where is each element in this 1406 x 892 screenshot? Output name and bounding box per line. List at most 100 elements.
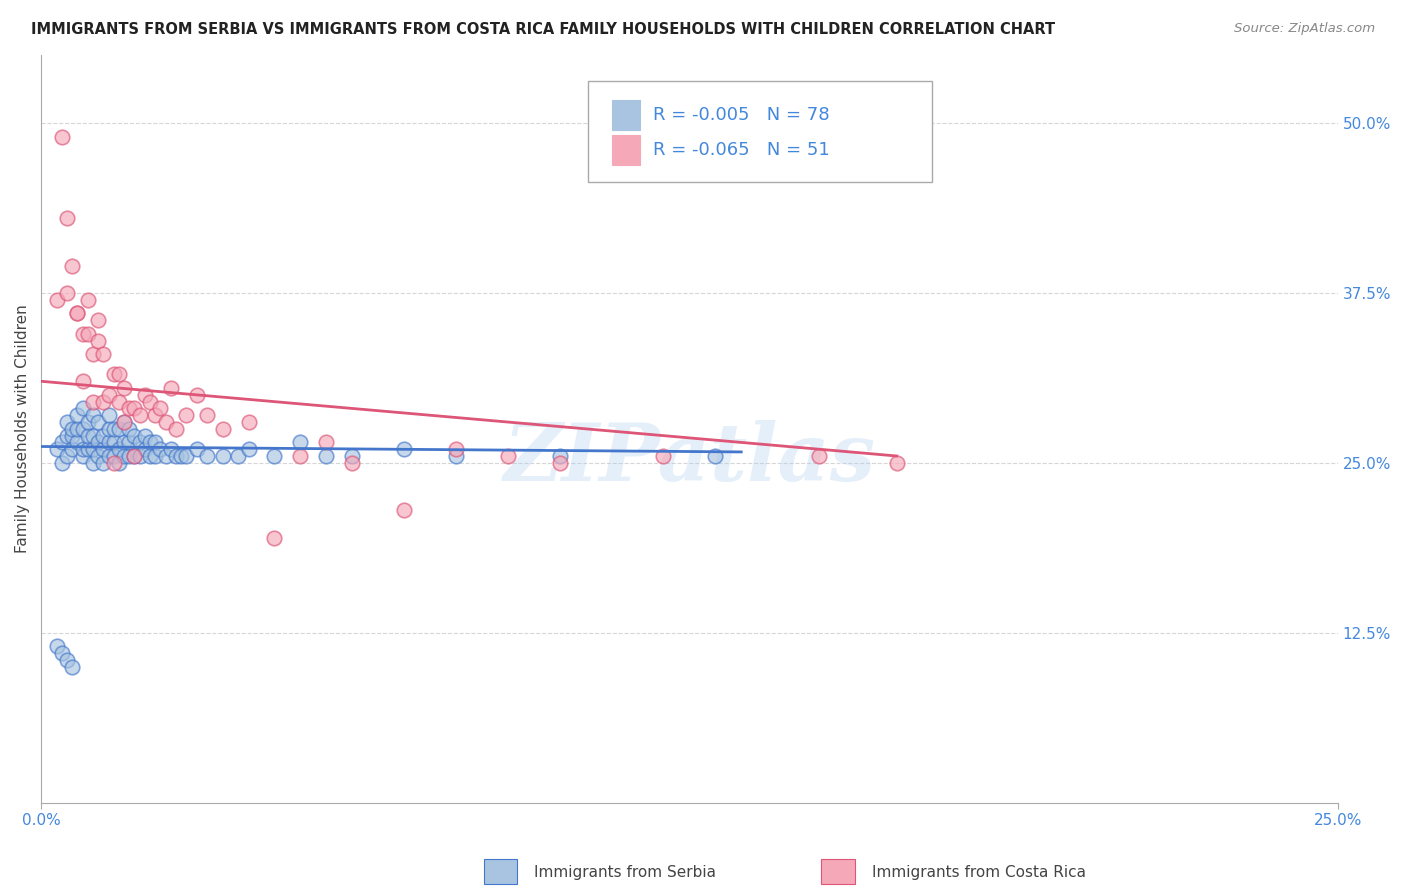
Point (159, 442, 181, 457)
Point (139, 449, 162, 463)
Point (72, 442, 94, 457)
Point (444, 442, 467, 457)
Point (56, 285, 79, 300)
Point (72, 374, 94, 388)
Point (704, 449, 727, 463)
Point (66, 409, 89, 423)
Point (155, 449, 177, 463)
Point (93, 428, 115, 442)
Point (60, 659, 83, 673)
Point (134, 388, 156, 402)
Point (195, 449, 218, 463)
Point (112, 381, 135, 395)
Point (45, 639, 67, 653)
Point (66, 435, 89, 450)
Point (108, 368, 131, 382)
Point (97, 388, 120, 402)
Point (176, 449, 198, 463)
Point (97, 422, 120, 436)
Point (548, 456, 571, 470)
Point (87, 334, 110, 348)
Point (56, 653, 79, 667)
Point (134, 428, 156, 442)
Point (56, 415, 79, 429)
Point (76, 326, 98, 341)
Point (93, 456, 115, 470)
Point (652, 449, 675, 463)
Point (124, 449, 146, 463)
Point (112, 415, 135, 429)
Point (87, 449, 110, 463)
Point (263, 449, 285, 463)
Text: IMMIGRANTS FROM SERBIA VS IMMIGRANTS FROM COSTA RICA FAMILY HOUSEHOLDS WITH CHIL: IMMIGRANTS FROM SERBIA VS IMMIGRANTS FRO… (31, 22, 1054, 37)
Point (211, 449, 233, 463)
Point (128, 435, 150, 450)
Point (66, 306, 89, 320)
Point (118, 422, 141, 436)
Point (342, 449, 364, 463)
Point (108, 422, 131, 436)
Point (93, 347, 115, 361)
Point (51, 646, 73, 660)
Point (112, 449, 135, 463)
FancyBboxPatch shape (588, 81, 932, 182)
Point (496, 449, 519, 463)
Point (66, 306, 89, 320)
Text: ZIPatlas: ZIPatlas (503, 420, 876, 498)
Point (444, 449, 467, 463)
Point (263, 531, 285, 545)
Point (392, 442, 415, 457)
Point (118, 401, 141, 416)
Point (56, 449, 79, 463)
Point (82, 428, 104, 442)
Point (118, 435, 141, 450)
Point (60, 259, 83, 273)
Point (108, 394, 131, 409)
Point (112, 435, 135, 450)
Point (82, 394, 104, 409)
Point (226, 449, 249, 463)
Point (72, 422, 94, 436)
Point (238, 442, 260, 457)
Point (165, 449, 187, 463)
Point (124, 428, 146, 442)
Point (112, 415, 135, 429)
Point (103, 435, 125, 450)
Point (76, 428, 98, 442)
Point (290, 449, 312, 463)
Point (60, 428, 83, 442)
Point (315, 435, 337, 450)
Point (143, 409, 166, 423)
Point (128, 449, 150, 463)
Point (211, 422, 233, 436)
Point (108, 442, 131, 457)
Point (159, 381, 181, 395)
Text: Immigrants from Costa Rica: Immigrants from Costa Rica (872, 865, 1085, 880)
Point (128, 409, 150, 423)
Point (103, 368, 125, 382)
Point (118, 449, 141, 463)
Point (170, 449, 193, 463)
Point (124, 401, 146, 416)
Point (186, 388, 208, 402)
Text: Immigrants from Serbia: Immigrants from Serbia (534, 865, 716, 880)
Point (76, 442, 98, 457)
Point (97, 435, 120, 450)
Text: R = -0.065   N = 51: R = -0.065 N = 51 (652, 141, 830, 159)
Point (195, 409, 218, 423)
Point (72, 326, 94, 341)
Point (87, 415, 110, 429)
Point (51, 435, 73, 450)
Point (60, 442, 83, 457)
Point (51, 129, 73, 144)
Bar (612, 135, 640, 165)
Point (290, 435, 312, 450)
Point (97, 409, 120, 423)
Point (56, 428, 79, 442)
Point (103, 422, 125, 436)
Point (93, 442, 115, 457)
Point (392, 503, 415, 517)
Point (72, 449, 94, 463)
Point (176, 409, 198, 423)
Point (108, 456, 131, 470)
